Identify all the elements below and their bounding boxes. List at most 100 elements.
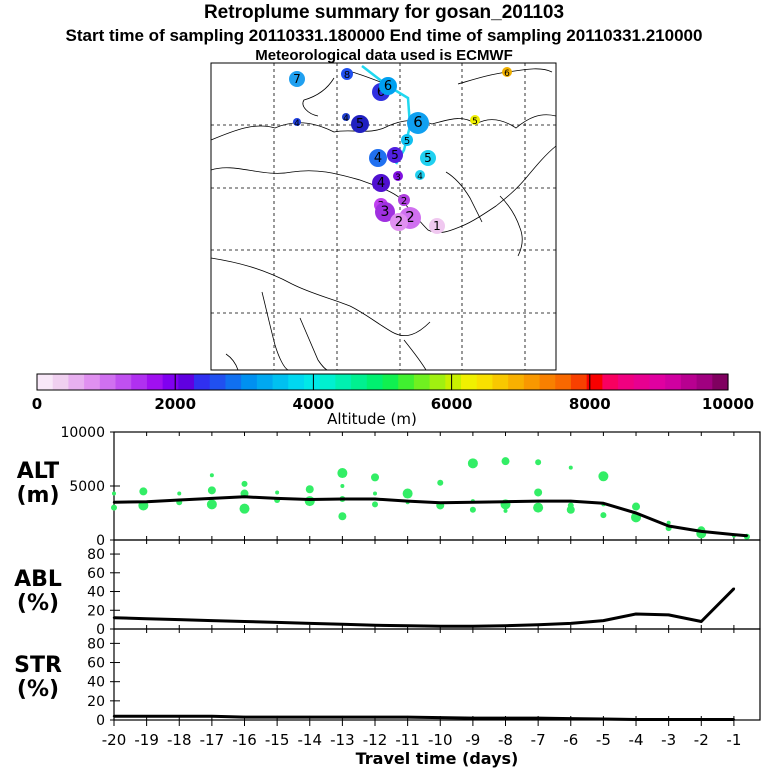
series-point [341, 497, 344, 501]
colorbar-swatch [602, 374, 619, 390]
cluster-point [139, 487, 148, 496]
colorbar-swatch [461, 374, 478, 390]
cluster-point [340, 484, 345, 488]
colorbar-swatch [366, 374, 384, 390]
plume-marker: 5 [351, 115, 369, 133]
series-point [243, 495, 246, 498]
y-tick-label: 40 [87, 585, 105, 601]
cluster-point [112, 491, 116, 496]
abl-panel: 0 20 40 60 80 ABL(%) [14, 539, 761, 638]
cluster-point [209, 473, 214, 478]
plume-marker-dot [341, 68, 353, 80]
series-point [112, 501, 116, 504]
plume-marker: 3 [393, 171, 403, 183]
series-point [275, 715, 279, 719]
cluster-point [111, 504, 117, 511]
plume-marker-label: 6 [384, 79, 392, 94]
plume-marker: 5 [470, 115, 480, 127]
series-point [178, 714, 181, 718]
series-point [602, 502, 605, 505]
colorbar-swatch [272, 374, 289, 390]
plume-markers: 786664456555455443332221 [289, 67, 512, 234]
series-point [504, 500, 507, 503]
colorbar-tick-label: 6000 [431, 395, 473, 413]
plume-marker-label: 6 [504, 69, 510, 79]
str-panel: 0 20 40 60 80 STR(%) [14, 628, 761, 729]
colorbar-swatch [508, 374, 525, 390]
series-point [471, 624, 475, 628]
colorbar-swatch [649, 374, 666, 390]
plume-marker-dot [429, 218, 445, 234]
plume-marker-label: 5 [404, 136, 410, 147]
series-point [178, 618, 181, 621]
cluster-point [437, 479, 444, 486]
plume-marker: 5 [387, 147, 403, 163]
colorbar-swatch [492, 374, 509, 390]
plume-marker: 1 [429, 218, 445, 234]
colorbar-swatch [209, 374, 227, 390]
series-point [243, 715, 246, 719]
cluster-point [598, 471, 609, 482]
colorbar-swatch [696, 374, 713, 390]
x-tick-label: -12 [363, 731, 388, 749]
panel-ylabel: STR [14, 653, 62, 678]
series-point [745, 534, 749, 537]
panel-ylabel: ABL [14, 567, 62, 592]
colorbar-swatches [37, 374, 729, 390]
plume-marker-dot [351, 115, 369, 133]
plume-marker-dot [420, 150, 436, 166]
series-point [210, 497, 214, 500]
colorbar-swatch [146, 374, 164, 390]
y-tick-label: 80 [87, 547, 105, 563]
altitude-colorbar: 0 2000 4000 6000 8000 10000 Altitude (m) [32, 373, 754, 428]
panel-ylabel-units: (%) [17, 591, 59, 616]
series-point [243, 620, 246, 623]
plume-marker-label: 2 [405, 208, 415, 226]
colorbar-swatch [712, 374, 729, 390]
series-point [732, 533, 736, 536]
series-point [667, 718, 670, 721]
cluster-point [535, 459, 542, 466]
series-point [145, 500, 148, 503]
series-point [341, 715, 344, 719]
series-point [210, 714, 214, 718]
plume-marker-label: 4 [374, 151, 382, 166]
cluster-point [503, 508, 508, 513]
x-tick-label: -1 [726, 731, 741, 749]
colorbar-swatch [539, 374, 556, 390]
series-point [308, 622, 311, 625]
colorbar-swatch [445, 374, 462, 390]
series-point [308, 498, 311, 501]
chart-title: Retroplume summary for gosan_201103 [203, 2, 565, 23]
series-point [634, 612, 638, 616]
x-axis-label: Travel time (days) [356, 749, 519, 768]
plume-marker-label: 4 [417, 172, 423, 182]
series-point [634, 511, 638, 515]
colorbar-swatch [413, 374, 431, 390]
colorbar-swatch [586, 374, 603, 390]
plume-marker-dot [415, 170, 425, 180]
cluster-point [402, 488, 413, 499]
colorbar-swatch [288, 374, 305, 390]
cluster-point [373, 491, 378, 496]
colorbar-tick-label: 8000 [569, 395, 611, 413]
x-tick-label: -14 [298, 731, 323, 749]
x-tick-label: -15 [265, 731, 290, 749]
colorbar-swatch [555, 374, 572, 390]
cluster-point [568, 465, 573, 470]
colorbar-swatch [131, 374, 148, 390]
panel-ylabel: ALT [17, 459, 59, 484]
y-tick-label: 60 [87, 656, 105, 672]
plume-marker-label: 6 [413, 113, 423, 131]
colorbar-swatch [225, 374, 242, 390]
plume-marker-label: 7 [293, 72, 301, 86]
plume-marker-dot [289, 71, 305, 87]
colorbar-tick-label: 10000 [702, 395, 754, 413]
series-point [667, 524, 670, 528]
series-point [112, 616, 116, 619]
plume-marker-dot [387, 147, 403, 163]
plume-marker: 4 [342, 113, 350, 124]
plume-marker: 2 [390, 213, 408, 231]
colorbar-swatch [476, 374, 494, 390]
